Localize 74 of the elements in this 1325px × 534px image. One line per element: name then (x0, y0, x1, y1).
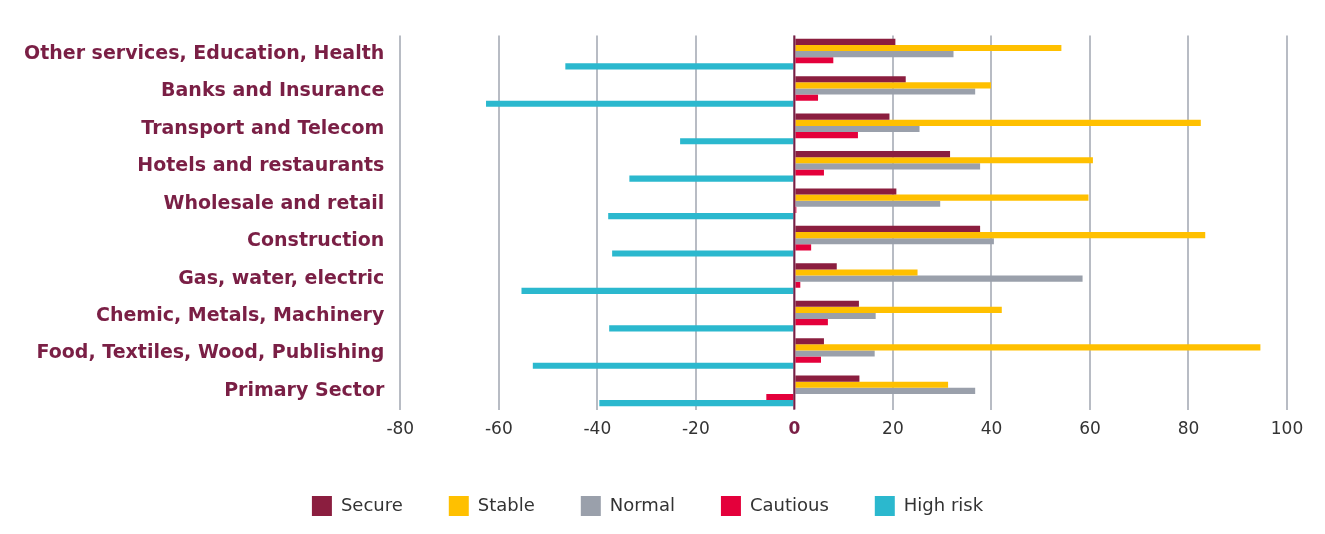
bar (795, 269, 918, 276)
x-tick-label: 0 (788, 418, 801, 439)
bar (795, 119, 1201, 126)
bar (795, 88, 976, 95)
bar (795, 151, 951, 158)
bar (795, 238, 994, 245)
bar (795, 188, 897, 195)
bar (795, 194, 1089, 201)
bar (795, 51, 954, 58)
bar (609, 325, 794, 332)
legend-label: Cautious (749, 493, 829, 515)
bar (795, 38, 896, 45)
bar (795, 232, 1206, 239)
bar (532, 362, 794, 369)
x-tick-label: -60 (484, 418, 513, 439)
x-tick-label: -40 (583, 418, 612, 439)
bar (486, 100, 794, 107)
x-tick-label: 100 (1270, 418, 1304, 439)
bar (795, 375, 860, 382)
bar (680, 138, 794, 145)
bar (795, 312, 876, 320)
bar (599, 400, 794, 407)
x-tick-label: 80 (1177, 418, 1200, 439)
bar (766, 393, 794, 401)
legend-label: Stable (477, 493, 535, 515)
bar (795, 82, 991, 89)
x-tick-label: -80 (386, 418, 415, 439)
y-tick-label: Banks and Insurance (161, 78, 385, 101)
x-tick-label: 60 (1079, 418, 1101, 439)
bar (795, 244, 812, 251)
bar (608, 213, 794, 220)
bar (612, 250, 794, 257)
bar (795, 225, 981, 233)
y-tick-label: Primary Sector (224, 377, 385, 400)
bar (795, 125, 920, 133)
x-tick-label: 40 (980, 418, 1003, 439)
bar (795, 132, 858, 139)
bar (795, 163, 981, 170)
y-tick-label: Transport and Telecom (141, 115, 385, 138)
bar (629, 175, 794, 182)
x-tick-label: 20 (882, 418, 904, 439)
y-tick-label: Food, Textiles, Wood, Publishing (36, 340, 385, 363)
bar (565, 63, 794, 70)
bar (795, 275, 1083, 282)
y-tick-label: Wholesale and retail (163, 190, 385, 213)
bar (795, 300, 859, 307)
bar (795, 306, 1002, 313)
legend-label: High risk (903, 493, 984, 515)
bar (795, 169, 824, 176)
bar (795, 381, 949, 388)
bar (795, 57, 834, 64)
bar (795, 356, 821, 363)
bar (795, 350, 875, 357)
bar (795, 94, 819, 101)
bar (795, 113, 890, 120)
bar (795, 263, 837, 270)
y-tick-label: Hotels and restaurants (137, 153, 385, 176)
bar (521, 287, 794, 294)
bar (795, 338, 824, 345)
bar (795, 200, 941, 207)
bar (795, 387, 976, 394)
bar (795, 281, 801, 288)
bar (795, 157, 1093, 164)
y-tick-label: Chemic, Metals, Machinery (96, 302, 385, 325)
x-tick-label: -20 (681, 418, 710, 439)
bar (795, 76, 906, 83)
legend-label: Secure (340, 493, 403, 515)
y-tick-label: Gas, water, electric (178, 265, 385, 288)
y-tick-label: Construction (247, 228, 385, 251)
bar (795, 344, 1261, 351)
y-tick-label: Other services, Education, Health (23, 41, 385, 64)
bar (795, 44, 1062, 52)
legend-label: Normal (609, 493, 675, 515)
bar (795, 319, 828, 326)
